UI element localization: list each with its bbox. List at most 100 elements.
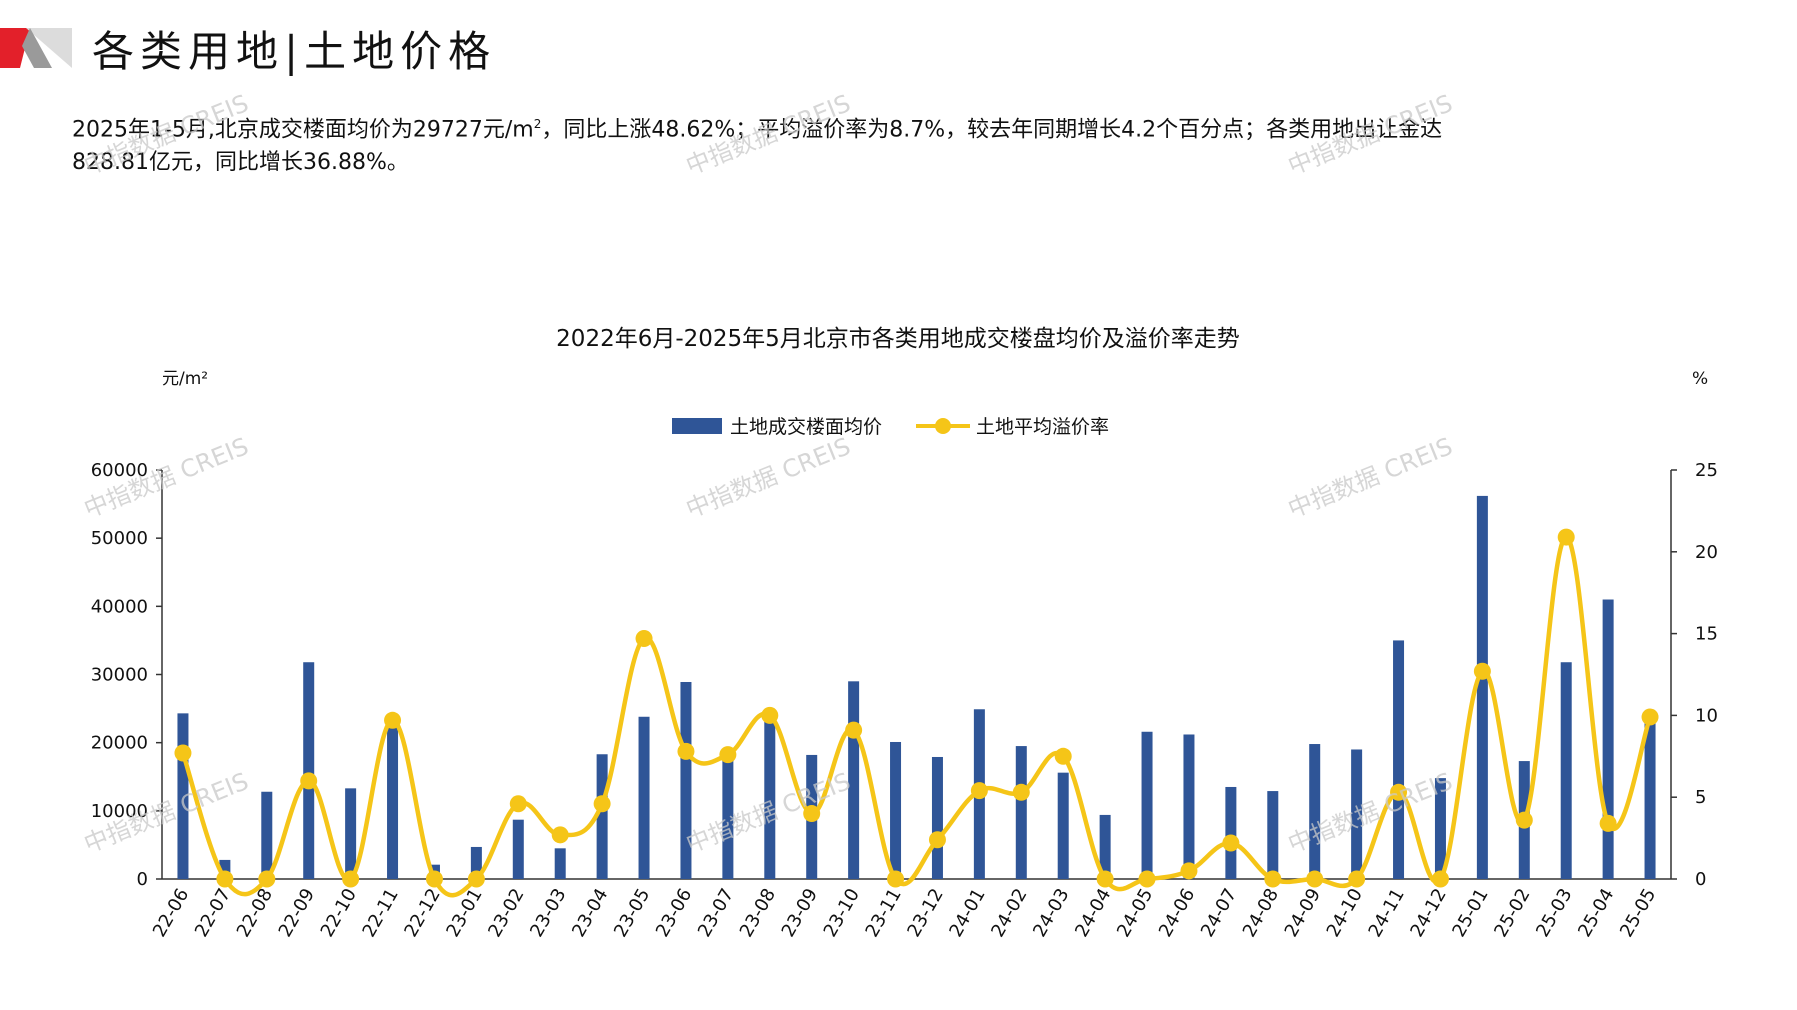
x-tick-label: 24-04 xyxy=(1071,885,1115,941)
legend-bar-label: 土地成交楼面均价 xyxy=(730,416,882,438)
price-bar xyxy=(219,859,231,879)
premium-rate-point xyxy=(216,870,234,888)
x-tick-label: 24-05 xyxy=(1113,885,1157,941)
premium-rate-point xyxy=(425,870,443,888)
premium-rate-point xyxy=(1390,783,1408,801)
premium-rate-point xyxy=(845,721,863,739)
x-tick-label: 23-05 xyxy=(610,885,654,941)
premium-rate-point xyxy=(174,744,192,762)
right-tick-label: 20 xyxy=(1695,542,1718,563)
price-bar xyxy=(1141,731,1153,879)
x-tick-label: 25-01 xyxy=(1448,885,1492,941)
right-axis-unit: % xyxy=(1692,369,1708,389)
price-bar xyxy=(1602,599,1614,879)
price-bar xyxy=(554,848,566,879)
right-tick-label: 25 xyxy=(1695,460,1718,481)
price-bar xyxy=(931,756,943,879)
x-tick-label: 22-07 xyxy=(191,885,235,941)
price-bar xyxy=(1351,749,1363,879)
premium-rate-point xyxy=(803,805,821,823)
x-axis-labels: 22-0622-0722-0822-0922-1022-1122-1223-01… xyxy=(149,885,1660,941)
x-tick-label: 24-11 xyxy=(1365,885,1409,941)
price-bar xyxy=(345,788,357,879)
x-tick-label: 22-09 xyxy=(275,885,319,941)
price-bar xyxy=(890,741,902,879)
premium-rate-point xyxy=(551,826,569,844)
premium-rate-point xyxy=(1557,528,1575,546)
price-bar xyxy=(1225,786,1237,879)
x-tick-label: 24-06 xyxy=(1155,885,1199,941)
premium-rate-point xyxy=(1306,870,1324,888)
price-bar xyxy=(1309,744,1321,879)
premium-rate-point xyxy=(1222,834,1240,852)
price-bar xyxy=(261,791,273,879)
left-axis-unit: 元/m² xyxy=(162,369,208,389)
premium-rate-point xyxy=(509,795,527,813)
premium-rate-point xyxy=(1054,747,1072,765)
premium-rate-point xyxy=(1641,708,1659,726)
premium-rate-point xyxy=(1138,870,1156,888)
x-tick-label: 23-04 xyxy=(568,885,612,941)
x-tick-label: 23-12 xyxy=(903,885,947,941)
price-bar xyxy=(1099,814,1111,879)
left-tick-label: 0 xyxy=(137,869,148,890)
x-tick-label: 23-06 xyxy=(652,885,696,941)
premium-rate-line xyxy=(180,534,1653,898)
premium-rate-point xyxy=(593,795,611,813)
price-bar xyxy=(680,681,692,879)
x-tick-label: 23-09 xyxy=(778,885,822,941)
premium-rate-point xyxy=(1473,662,1491,680)
premium-rate-point xyxy=(467,870,485,888)
x-tick-label: 24-02 xyxy=(987,885,1031,941)
premium-rate-point xyxy=(1431,870,1449,888)
price-bar xyxy=(764,720,776,879)
left-tick-label: 10000 xyxy=(91,801,148,822)
x-tick-label: 23-10 xyxy=(820,885,864,941)
x-tick-label: 23-02 xyxy=(484,885,528,941)
legend-line-marker xyxy=(935,418,951,434)
premium-rate-point xyxy=(887,870,905,888)
price-bar xyxy=(1057,772,1069,879)
left-tick-label: 20000 xyxy=(91,733,148,754)
price-bar xyxy=(596,754,608,879)
x-tick-label: 22-10 xyxy=(317,885,361,941)
price-bar xyxy=(638,716,650,879)
right-axis-ticks: 0 5 10 15 20 25 xyxy=(1671,460,1718,890)
right-tick-label: 0 xyxy=(1695,869,1706,890)
summary-sup: 2 xyxy=(533,117,542,131)
premium-rate-point xyxy=(258,870,276,888)
price-bar xyxy=(1434,778,1446,879)
left-axis-ticks: 0 10000 20000 30000 40000 50000 60000 xyxy=(91,460,162,890)
premium-rate-point xyxy=(1599,814,1617,832)
left-tick-label: 40000 xyxy=(91,596,148,617)
premium-rate-point xyxy=(1264,870,1282,888)
price-bar xyxy=(1015,746,1027,879)
premium-rate-point xyxy=(1012,783,1030,801)
summary-line2: 828.81亿元，同比增长36.88%。 xyxy=(72,150,409,176)
page-title: 各类用地|土地价格 xyxy=(92,27,497,76)
premium-rate-point xyxy=(1515,811,1533,829)
price-bar xyxy=(848,681,860,879)
price-bar xyxy=(1183,734,1195,879)
premium-rate-point xyxy=(300,772,318,790)
right-tick-label: 15 xyxy=(1695,624,1718,645)
x-tick-label: 24-01 xyxy=(945,885,989,941)
legend-bar-swatch xyxy=(672,418,722,434)
price-bar xyxy=(512,819,524,879)
left-tick-label: 30000 xyxy=(91,665,148,686)
x-tick-label: 23-08 xyxy=(736,885,780,941)
premium-rate-point xyxy=(1348,870,1366,888)
premium-rate-point xyxy=(384,711,402,729)
premium-rate-point xyxy=(1096,870,1114,888)
x-tick-label: 24-07 xyxy=(1197,885,1241,941)
left-tick-label: 50000 xyxy=(91,528,148,549)
x-tick-label: 23-03 xyxy=(526,885,570,941)
price-bar xyxy=(1644,715,1656,879)
premium-rate-point xyxy=(342,870,360,888)
x-tick-label: 22-06 xyxy=(149,885,193,941)
price-bar xyxy=(1393,640,1405,879)
x-tick-label: 22-12 xyxy=(400,885,444,941)
x-tick-label: 24-09 xyxy=(1281,885,1325,941)
price-bar xyxy=(177,713,189,879)
